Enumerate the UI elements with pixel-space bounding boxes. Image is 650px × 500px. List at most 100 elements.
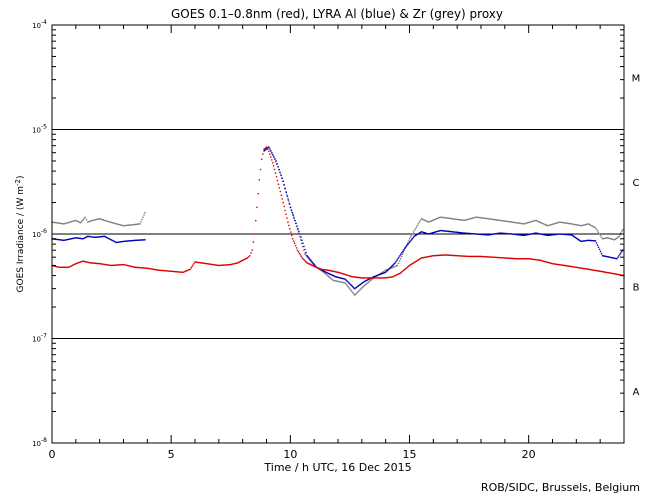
series-point (286, 195, 289, 197)
series-point (144, 239, 146, 241)
series-point (301, 239, 303, 241)
series-point (269, 156, 272, 158)
series-point (398, 260, 401, 262)
series-point (349, 288, 351, 290)
series-point (288, 202, 291, 205)
series-point (599, 234, 602, 237)
series-point (295, 222, 297, 225)
series-point (280, 194, 283, 196)
series-point (304, 248, 306, 251)
series-point (271, 162, 274, 164)
series-point (272, 154, 274, 156)
series-point (294, 219, 296, 222)
series-point (143, 214, 145, 216)
x-tick-label: 20 (522, 448, 536, 461)
series-point (84, 216, 87, 218)
series-point (621, 250, 623, 253)
series-point (254, 219, 257, 222)
series-point (281, 177, 283, 180)
series-point (302, 242, 304, 245)
series-point (290, 209, 293, 211)
series-point (594, 226, 597, 229)
series-point (259, 168, 262, 171)
series-point (250, 252, 252, 254)
series-point (351, 290, 353, 293)
series-point (616, 257, 618, 260)
series-point (273, 156, 275, 158)
series-point (596, 230, 599, 232)
series-point (597, 231, 600, 234)
series-point (80, 220, 83, 223)
series-point (302, 249, 305, 251)
series-point (620, 252, 622, 254)
series-point (412, 236, 415, 239)
series-point (81, 219, 84, 222)
series-point (313, 264, 316, 266)
series-point (277, 165, 279, 168)
series-point (82, 218, 85, 221)
series-point (600, 252, 603, 255)
series-point (139, 223, 141, 225)
series-point (293, 217, 295, 219)
series-point (298, 230, 300, 233)
series-point (303, 252, 306, 255)
series-point (260, 158, 263, 160)
series-point (410, 234, 413, 237)
series-point (287, 221, 289, 223)
series-point (350, 289, 352, 292)
series-point (404, 246, 407, 248)
series-point (287, 199, 290, 201)
series-point (408, 241, 411, 244)
series-point (410, 239, 413, 241)
series-point (278, 187, 281, 189)
x-tick-label: 5 (168, 448, 175, 461)
series-point (297, 227, 299, 230)
series-point (297, 232, 300, 234)
y-tick-base: 10 (32, 127, 41, 135)
y-tick-exp: -4 (41, 19, 47, 26)
series-point (301, 245, 304, 248)
series-point (412, 231, 415, 233)
series-point (298, 235, 301, 238)
series-point (312, 263, 315, 265)
series-point (348, 287, 350, 289)
series-point (307, 256, 309, 258)
y-tick-exp: -6 (41, 228, 47, 235)
series-point (414, 227, 417, 230)
series-point (411, 237, 414, 240)
series-point (275, 175, 278, 178)
series-point (595, 242, 598, 244)
series-point (407, 242, 410, 245)
series-point (268, 146, 270, 148)
series-point (256, 206, 258, 209)
series-point (298, 252, 301, 255)
series-point (276, 163, 278, 165)
series-point (600, 236, 603, 238)
series-point (401, 251, 403, 254)
series-point (142, 216, 144, 218)
series-point (288, 224, 290, 227)
series-point (300, 236, 302, 238)
series-point (407, 240, 410, 242)
series-point (310, 259, 312, 262)
series-point (297, 250, 300, 253)
series-point (258, 179, 261, 181)
series-point (395, 260, 397, 263)
series-point (401, 253, 404, 256)
y-tick-base: 10 (32, 22, 41, 30)
series-point (287, 197, 289, 200)
flare-class-labels: A B C M (632, 73, 641, 398)
series-point (599, 250, 602, 253)
series-point (618, 255, 620, 257)
series-point (399, 254, 401, 257)
series-point (300, 255, 303, 258)
series-point (306, 254, 308, 257)
series-point (253, 233, 256, 235)
series-point (311, 261, 314, 264)
series-point (189, 268, 192, 271)
series-point (276, 179, 279, 182)
x-tick-label: 15 (403, 448, 417, 461)
series-point (299, 239, 302, 241)
series-point (296, 249, 299, 251)
